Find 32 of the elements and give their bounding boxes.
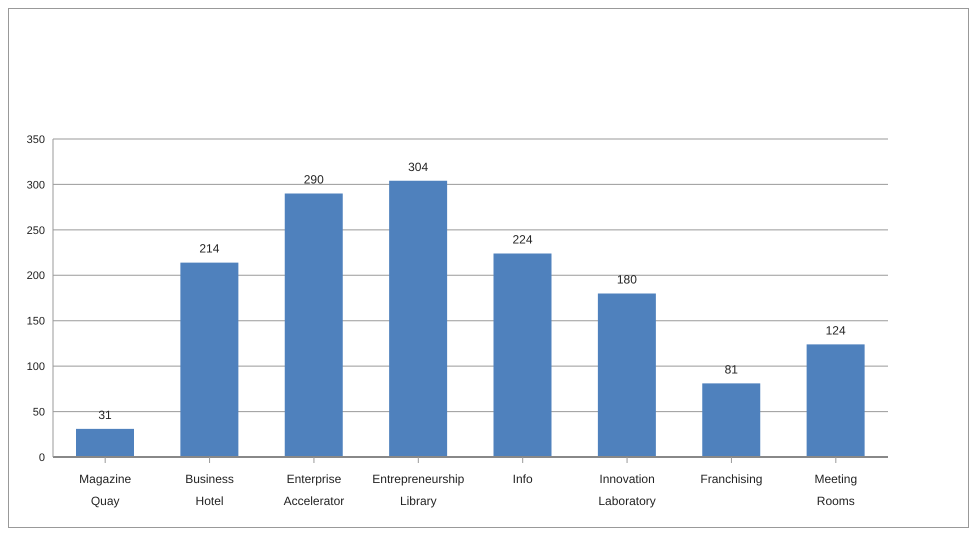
data-label: 304 bbox=[408, 160, 428, 174]
y-tick-label: 350 bbox=[26, 134, 45, 146]
data-label: 81 bbox=[724, 362, 738, 376]
y-tick-label: 100 bbox=[26, 361, 45, 374]
y-tick-label: 50 bbox=[32, 406, 45, 418]
y-tick-label: 300 bbox=[26, 179, 45, 192]
bar bbox=[76, 428, 134, 457]
data-label: 31 bbox=[98, 408, 112, 422]
bar bbox=[284, 194, 343, 457]
y-tick-label: 200 bbox=[26, 270, 45, 282]
data-label: 214 bbox=[199, 242, 220, 256]
bar bbox=[806, 344, 865, 457]
bar bbox=[180, 262, 238, 457]
x-tick-label: Magazine Quay bbox=[79, 472, 132, 508]
x-tick-label: Business Hotel bbox=[185, 472, 234, 508]
bar bbox=[702, 383, 760, 457]
x-tick-label: Innovation Laboratory bbox=[598, 472, 656, 508]
x-tick-label: Entrepreneurship Library bbox=[372, 472, 465, 508]
bar bbox=[389, 180, 448, 457]
y-tick-label: 250 bbox=[26, 224, 45, 237]
x-tick-label: Franchising bbox=[700, 472, 762, 486]
x-tick-label: Info bbox=[512, 472, 534, 486]
bar bbox=[494, 253, 552, 457]
bar bbox=[598, 293, 656, 457]
data-label: 224 bbox=[512, 232, 533, 246]
data-label: 180 bbox=[616, 272, 638, 286]
x-tick-label: Meeting Rooms bbox=[814, 472, 858, 508]
x-tick-label: Enterprise Accelerator bbox=[284, 472, 344, 508]
y-tick-label: 0 bbox=[38, 452, 45, 464]
data-label: 290 bbox=[304, 172, 324, 187]
data-label: 124 bbox=[826, 323, 846, 338]
y-tick-label: 150 bbox=[26, 316, 45, 328]
